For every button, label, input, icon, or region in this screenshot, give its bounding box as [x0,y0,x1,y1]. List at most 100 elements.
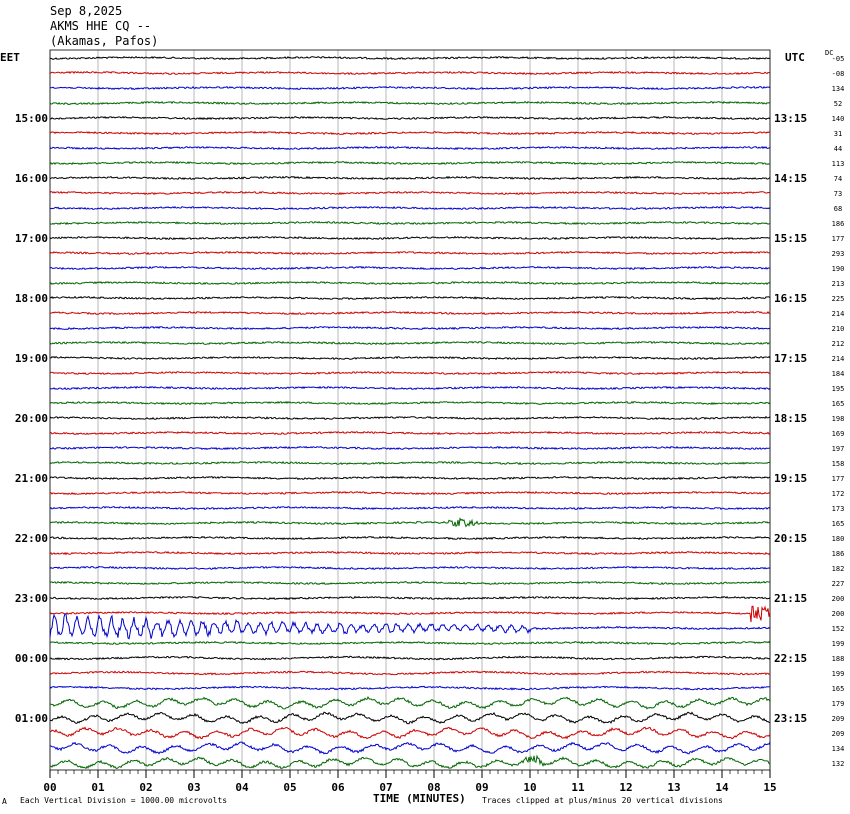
trace-line [49,565,771,571]
eet-label: EET [0,51,20,64]
right-hour-label: 23:15 [774,712,807,725]
dc-offset-label: 172 [832,490,845,498]
trace-line [49,325,771,331]
trace-line [49,741,771,755]
right-hour-label: 15:15 [774,232,807,245]
dc-offset-label: 140 [832,115,845,123]
dc-offset-label: 152 [832,625,845,633]
dc-offset-label: 213 [832,280,845,288]
dc-offset-label: 225 [832,295,845,303]
dc-offset-label: 68 [834,205,842,213]
dc-offset-label: 180 [832,535,845,543]
left-hour-label: 17:00 [15,232,48,245]
trace-line [49,711,771,725]
trace-line [49,550,771,556]
trace-line [50,535,771,541]
trace-line [50,86,771,91]
dc-offset-label: 134 [832,745,845,753]
dc-offset-label: 209 [832,730,845,738]
right-hour-label: 14:15 [774,172,807,185]
dc-offset-label: -05 [832,55,845,63]
right-hour-label: 22:15 [774,652,807,665]
trace-line [49,505,771,511]
trace-line [49,400,771,406]
x-tick-label: 08 [427,781,440,794]
left-hour-label: 16:00 [15,172,48,185]
dc-offset-label: 158 [832,460,845,468]
trace-line [49,640,771,646]
dc-offset-label: 177 [832,475,845,483]
trace-line [49,100,771,106]
clip-note: Traces clipped at plus/minus 20 vertical… [482,796,723,805]
x-tick-label: 06 [331,781,345,794]
dc-offset-label: 214 [832,355,845,363]
dc-offset-label: 184 [832,370,845,378]
x-tick-label: 10 [523,781,536,794]
left-hour-label: 23:00 [15,592,48,605]
x-tick-label: 03 [187,781,200,794]
trace-line [49,670,771,676]
trace-line [49,175,771,181]
dc-offset-label: 134 [832,85,845,93]
dc-offset-label: 195 [832,385,845,393]
trace-line [49,145,771,151]
x-tick-label: 14 [715,781,729,794]
trace-line [49,475,771,481]
dc-offset-label: 188 [832,655,845,663]
dc-offset-label: 198 [832,415,845,423]
trace-line [49,220,771,226]
dc-offset-label: 73 [834,190,842,198]
dc-offset-label: 190 [832,265,845,273]
x-tick-label: 07 [379,781,392,794]
left-hour-label: 19:00 [15,352,48,365]
x-tick-label: 01 [91,781,105,794]
x-tick-label: 11 [571,781,585,794]
trace-line [49,490,771,496]
trace-line [49,696,771,710]
dc-offset-label: 44 [834,145,842,153]
dc-offset-label: 182 [832,565,845,573]
trace-line [49,595,771,601]
header-date: Sep 8,2025 [50,4,123,18]
scale-note: Each Vertical Division = 1000.00 microvo… [20,796,228,805]
left-hour-label: 21:00 [15,472,48,485]
dc-offset-label: 214 [832,310,845,318]
trace-line [49,415,771,421]
plot-frame [49,49,771,771]
right-hour-label: 13:15 [774,112,807,125]
dc-offset-label: 209 [832,715,845,723]
x-tick-label: 02 [139,781,152,794]
utc-label: UTC [785,51,805,64]
trace-line [49,517,771,528]
trace-line [49,160,770,166]
trace-line [49,115,771,121]
dc-offset-label: 200 [832,610,845,618]
dc-offset-label: 31 [834,130,842,138]
trace-line [49,385,771,391]
dc-offset-label: 186 [832,220,845,228]
x-tick-label: 04 [235,781,249,794]
dc-offset-label: 200 [832,595,845,603]
trace-line [49,726,771,740]
x-tick-label: 12 [619,781,632,794]
dc-offset-label: 199 [832,640,845,648]
x-tick-label: 05 [283,781,296,794]
x-tick-label: 09 [475,781,488,794]
trace-line [49,70,771,76]
x-tick-label: 00 [43,781,56,794]
dc-offset-label: 52 [834,100,842,108]
trace-line [49,754,771,770]
trace-line [49,605,771,623]
trace-line [49,310,771,316]
dc-offset-label: 113 [832,160,845,168]
right-hour-label: 21:15 [774,592,807,605]
dc-offset-label: 173 [832,505,845,513]
left-hour-label: 20:00 [15,412,48,425]
left-hour-label: 01:00 [15,712,48,725]
trace-line [49,130,771,136]
dc-offset-label: -08 [832,70,845,78]
dc-offset-label: 179 [832,700,845,708]
x-tick-label: 13 [667,781,680,794]
left-hour-label: 18:00 [15,292,48,305]
